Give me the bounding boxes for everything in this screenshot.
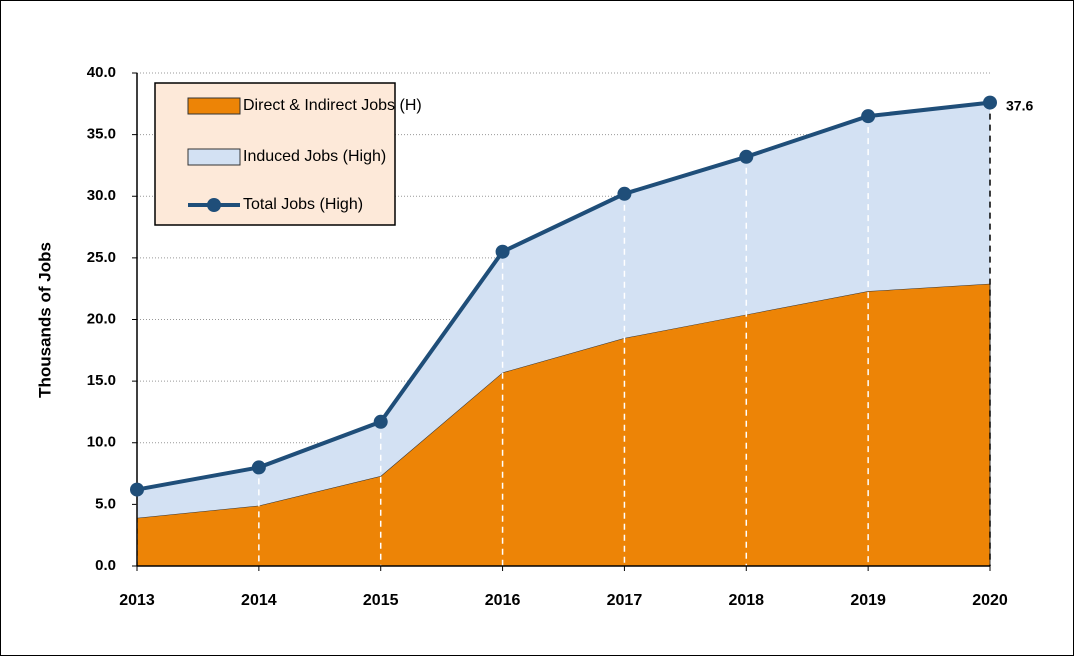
y-tick-label: 10.0 [87,434,116,451]
legend-label: Total Jobs (High) [243,196,363,213]
marker [373,414,388,429]
legend-label: Induced Jobs (High) [243,148,386,165]
legend-label: Direct & Indirect Jobs (H) [243,97,422,114]
x-tick-label: 2018 [728,592,764,609]
legend-swatch [187,148,241,166]
y-tick-label: 40.0 [87,64,116,81]
x-tick-label: 2016 [485,592,521,609]
x-tick-label: 2014 [241,592,277,609]
legend-swatch [187,97,241,115]
y-tick-label: 20.0 [87,310,116,327]
marker [983,95,997,110]
marker [130,482,144,497]
x-tick-label: 2020 [972,592,1008,609]
y-tick-label: 5.0 [95,495,116,512]
marker [251,460,266,475]
data-label: 37.6 [1006,97,1033,113]
x-tick-label: 2017 [607,592,643,609]
line [136,100,991,492]
legend-swatch [207,198,221,212]
y-tick-label: 0.0 [95,557,116,574]
x-tick-label: 2013 [119,592,155,609]
y-axis-title: Thousands of Jobs [35,242,54,398]
y-tick-label: 30.0 [87,187,116,204]
y-tick-label: 25.0 [87,249,116,266]
area [137,102,990,518]
x-tick-label: 2019 [850,592,886,609]
marker [861,109,876,124]
x-tick-label: 2015 [363,592,399,609]
y-tick-label: 15.0 [87,372,116,389]
marker [617,186,632,201]
y-tick-label: 35.0 [87,126,116,143]
marker [495,244,510,259]
marker [739,149,754,164]
